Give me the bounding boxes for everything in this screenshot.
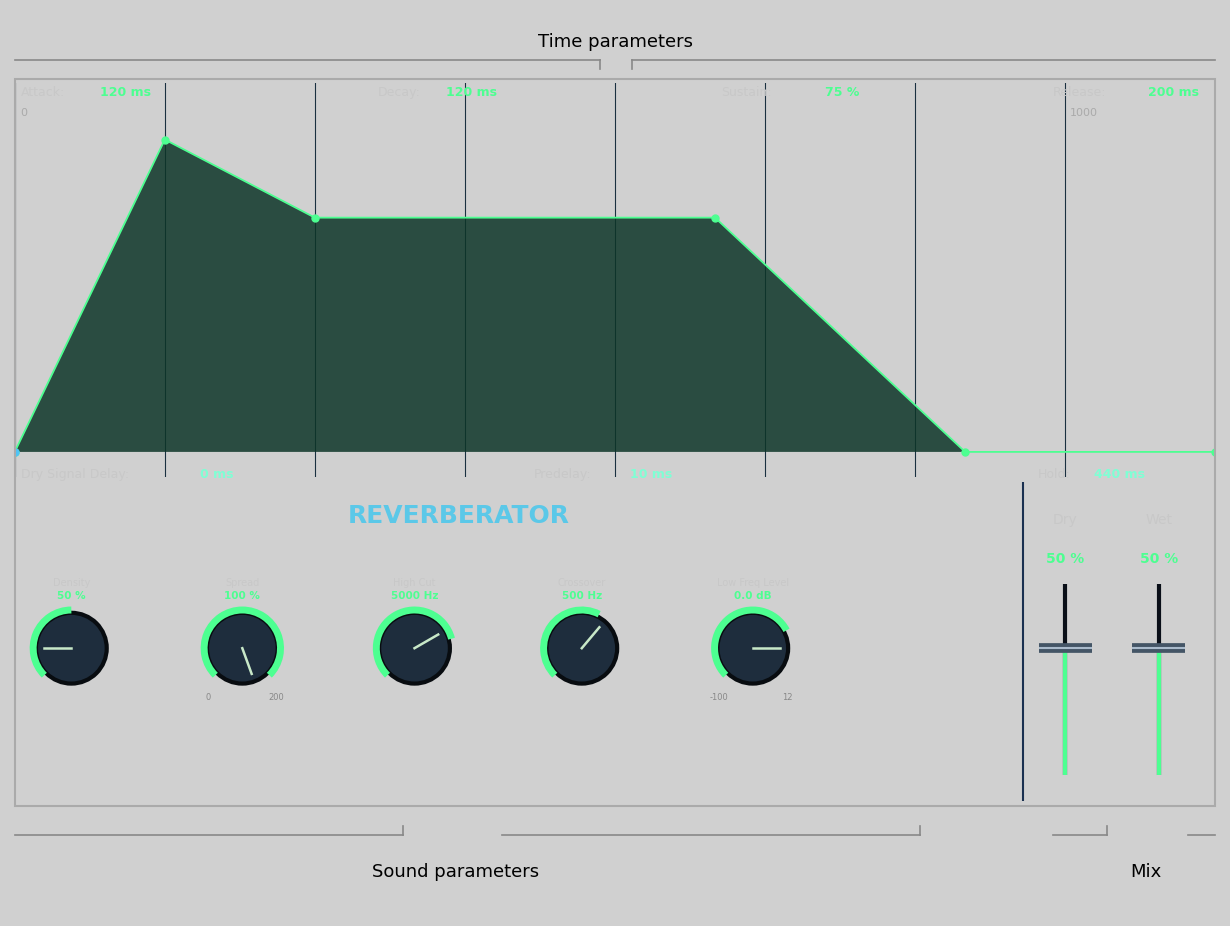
Text: 75 %: 75 % <box>825 86 860 99</box>
Text: 10 ms: 10 ms <box>630 468 673 481</box>
Text: 200: 200 <box>268 694 284 702</box>
Text: Mix: Mix <box>1130 863 1162 882</box>
Circle shape <box>717 613 788 683</box>
Polygon shape <box>15 140 1215 452</box>
Text: 1000: 1000 <box>1070 108 1098 119</box>
Text: High Cut: High Cut <box>394 578 435 588</box>
Text: Hold:: Hold: <box>1038 468 1070 481</box>
Text: Low Freq Level: Low Freq Level <box>717 578 788 588</box>
Text: 0: 0 <box>205 694 210 702</box>
Text: Dry Signal Delay:: Dry Signal Delay: <box>21 468 129 481</box>
Text: Predelay:: Predelay: <box>534 468 592 481</box>
Text: 120 ms: 120 ms <box>446 86 497 99</box>
Text: Spread: Spread <box>225 578 260 588</box>
Circle shape <box>207 613 278 683</box>
Circle shape <box>36 613 107 683</box>
Text: Release:: Release: <box>1053 86 1106 99</box>
Text: -100: -100 <box>710 694 728 702</box>
Text: Decay:: Decay: <box>378 86 421 99</box>
Circle shape <box>379 613 450 683</box>
Text: 440 ms: 440 ms <box>1093 468 1145 481</box>
Text: 0.0 dB: 0.0 dB <box>734 591 771 601</box>
Text: 50 %: 50 % <box>1046 552 1085 566</box>
Text: 50 %: 50 % <box>57 591 86 601</box>
Text: 500 Hz: 500 Hz <box>562 591 601 601</box>
Text: Crossover: Crossover <box>557 578 606 588</box>
Text: Time parameters: Time parameters <box>538 32 692 51</box>
Text: 100 %: 100 % <box>224 591 261 601</box>
Text: 50 %: 50 % <box>1140 552 1178 566</box>
Text: 120 ms: 120 ms <box>100 86 151 99</box>
Text: REVERBERATOR: REVERBERATOR <box>348 504 569 528</box>
Text: Sustain:: Sustain: <box>721 86 772 99</box>
Text: Density: Density <box>53 578 90 588</box>
Circle shape <box>546 613 617 683</box>
Text: Dry: Dry <box>1053 513 1077 528</box>
Text: Sound parameters: Sound parameters <box>371 863 539 882</box>
Text: 0 ms: 0 ms <box>199 468 234 481</box>
Text: 5000 Hz: 5000 Hz <box>391 591 438 601</box>
Text: Attack:: Attack: <box>21 86 65 99</box>
Text: Wet: Wet <box>1145 513 1172 528</box>
Text: 0: 0 <box>20 108 27 119</box>
Text: 200 ms: 200 ms <box>1148 86 1199 99</box>
Text: 12: 12 <box>782 694 792 702</box>
